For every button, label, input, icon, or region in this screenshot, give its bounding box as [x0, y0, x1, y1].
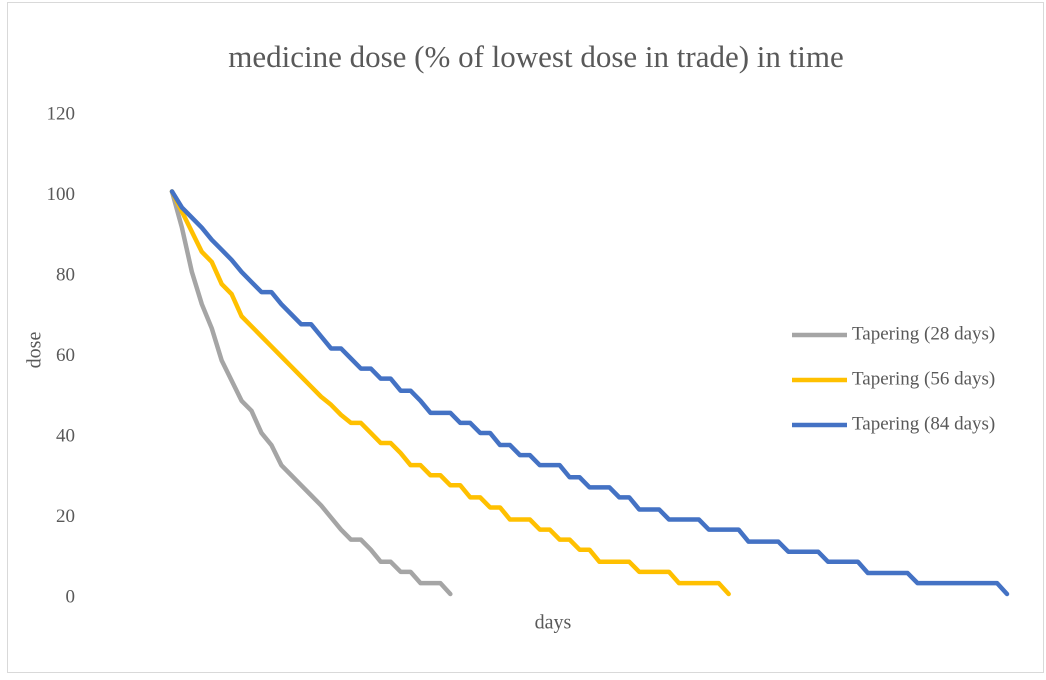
legend-label: Tapering (56 days) [852, 368, 995, 389]
series-line [169, 189, 453, 597]
y-tick-label: 80 [56, 264, 75, 285]
y-tick-label: 120 [47, 103, 76, 124]
chart-border [7, 2, 1044, 673]
legend-label: Tapering (28 days) [852, 323, 995, 344]
legend-label: Tapering (84 days) [852, 413, 995, 434]
y-tick-label: 40 [56, 425, 75, 446]
y-tick-label: 100 [47, 184, 76, 205]
y-tick-label: 20 [56, 506, 75, 527]
y-axis-label: dose [24, 332, 46, 369]
chart-title: medicine dose (% of lowest dose in trade… [228, 39, 844, 74]
series-line [169, 189, 731, 597]
x-axis-label: days [535, 612, 572, 634]
y-tick-label: 0 [66, 586, 76, 607]
series-line [169, 189, 1010, 597]
y-tick-label: 60 [56, 345, 75, 366]
